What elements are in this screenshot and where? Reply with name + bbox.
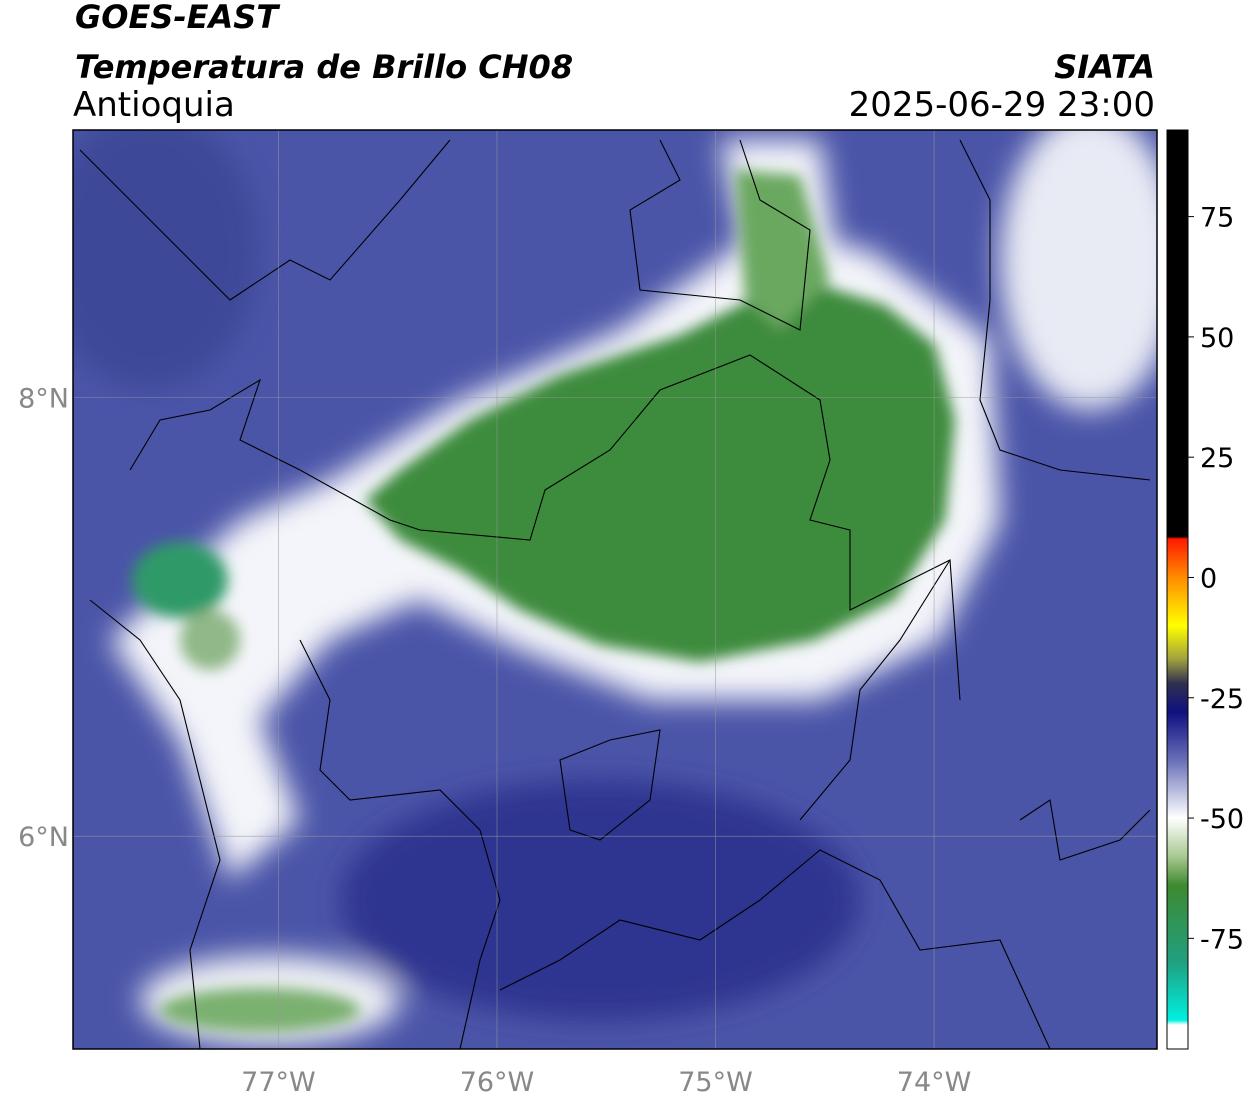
lon-tick-label: 75°W <box>678 1067 753 1098</box>
title: GOES-EAST <box>75 0 280 36</box>
colorbar-tick-label: 25 <box>1200 443 1234 474</box>
lat-tick-label: 8°N <box>18 384 69 415</box>
colorbar-tick-label: -25 <box>1200 684 1244 715</box>
colorbar-tick-label: -50 <box>1200 804 1244 835</box>
colorbar-tick-label: 75 <box>1200 203 1234 234</box>
subtitle: Temperatura de Brillo CH08 <box>75 48 573 86</box>
lon-tick-label: 77°W <box>241 1067 316 1098</box>
map-frame <box>72 129 1158 1050</box>
colorbar-tick-label: 0 <box>1200 563 1217 594</box>
lon-tick-label: 76°W <box>460 1067 535 1098</box>
lon-tick-label: 74°W <box>897 1067 972 1098</box>
source: SIATA <box>1054 48 1155 86</box>
timestamp: 2025-06-29 23:00 <box>849 85 1155 125</box>
colorbar-tick-label: -75 <box>1200 924 1244 955</box>
region: Antioquia <box>73 85 235 125</box>
lat-tick-label: 6°N <box>18 822 69 853</box>
colorbar <box>1166 129 1189 1050</box>
colorbar-tick-label: 50 <box>1200 323 1234 354</box>
satellite-image <box>73 130 1157 1049</box>
